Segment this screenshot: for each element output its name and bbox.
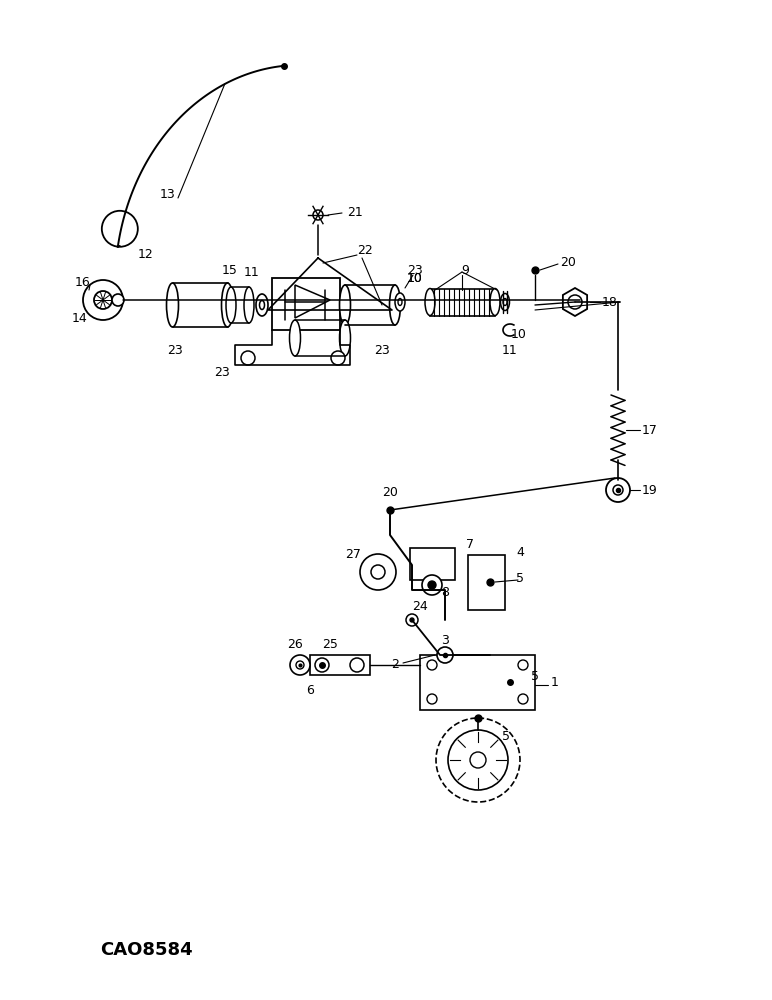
Text: 6: 6 bbox=[306, 684, 314, 696]
Ellipse shape bbox=[398, 298, 402, 306]
Text: CAO8584: CAO8584 bbox=[100, 941, 193, 959]
Text: 5: 5 bbox=[502, 730, 510, 742]
Circle shape bbox=[315, 658, 329, 672]
Circle shape bbox=[290, 655, 310, 675]
Circle shape bbox=[470, 752, 486, 768]
Circle shape bbox=[518, 694, 528, 704]
Circle shape bbox=[568, 295, 582, 309]
Ellipse shape bbox=[244, 287, 254, 323]
Text: 11: 11 bbox=[244, 266, 260, 279]
Text: 12: 12 bbox=[138, 248, 154, 261]
Ellipse shape bbox=[395, 293, 405, 311]
Ellipse shape bbox=[226, 287, 236, 323]
Text: 20: 20 bbox=[560, 255, 576, 268]
Text: 23: 23 bbox=[214, 365, 230, 378]
Text: 17: 17 bbox=[642, 424, 658, 436]
Ellipse shape bbox=[500, 294, 510, 310]
Text: 7: 7 bbox=[466, 538, 474, 552]
Text: 20: 20 bbox=[382, 487, 398, 499]
Ellipse shape bbox=[340, 285, 350, 325]
Text: 10: 10 bbox=[511, 328, 527, 342]
Circle shape bbox=[371, 565, 385, 579]
Ellipse shape bbox=[222, 283, 233, 327]
Text: 27: 27 bbox=[345, 548, 361, 560]
Text: 13: 13 bbox=[160, 188, 176, 202]
Circle shape bbox=[518, 660, 528, 670]
Text: 11: 11 bbox=[502, 344, 518, 357]
Circle shape bbox=[360, 554, 396, 590]
Circle shape bbox=[422, 575, 442, 595]
Circle shape bbox=[436, 718, 520, 802]
Circle shape bbox=[296, 661, 304, 669]
Circle shape bbox=[428, 581, 436, 589]
Text: 19: 19 bbox=[642, 484, 658, 496]
Circle shape bbox=[83, 280, 123, 320]
Circle shape bbox=[410, 618, 414, 622]
Text: 24: 24 bbox=[412, 600, 428, 613]
Text: 5: 5 bbox=[516, 572, 524, 584]
Text: 23: 23 bbox=[374, 344, 390, 357]
Polygon shape bbox=[468, 555, 505, 610]
Circle shape bbox=[427, 694, 437, 704]
Ellipse shape bbox=[259, 300, 265, 310]
Text: 8: 8 bbox=[441, 586, 449, 599]
Text: 3: 3 bbox=[441, 634, 449, 647]
Text: 25: 25 bbox=[322, 639, 338, 652]
Text: 10: 10 bbox=[407, 271, 423, 284]
Text: 2: 2 bbox=[391, 658, 399, 672]
Circle shape bbox=[427, 660, 437, 670]
Text: 21: 21 bbox=[347, 207, 363, 220]
Text: 4: 4 bbox=[516, 546, 524, 558]
Text: 1: 1 bbox=[551, 676, 559, 688]
Ellipse shape bbox=[256, 294, 268, 316]
Polygon shape bbox=[420, 655, 535, 710]
Ellipse shape bbox=[290, 320, 300, 356]
Text: 23: 23 bbox=[167, 344, 183, 357]
Bar bbox=[310, 655, 370, 675]
Circle shape bbox=[102, 211, 138, 247]
Text: 14: 14 bbox=[72, 312, 88, 324]
Text: 16: 16 bbox=[75, 276, 91, 290]
Circle shape bbox=[606, 478, 630, 502]
Text: 15: 15 bbox=[222, 263, 238, 276]
Bar bbox=[272, 278, 340, 330]
Text: 9: 9 bbox=[461, 263, 469, 276]
Circle shape bbox=[241, 351, 255, 365]
Circle shape bbox=[350, 658, 364, 672]
Ellipse shape bbox=[390, 285, 401, 325]
Ellipse shape bbox=[503, 298, 507, 306]
Text: 26: 26 bbox=[287, 639, 303, 652]
Text: 10: 10 bbox=[407, 271, 423, 284]
Circle shape bbox=[406, 614, 418, 626]
Ellipse shape bbox=[490, 288, 500, 316]
Text: 18: 18 bbox=[602, 296, 618, 308]
Circle shape bbox=[112, 294, 124, 306]
Bar bbox=[430, 289, 495, 316]
Circle shape bbox=[313, 210, 323, 220]
Circle shape bbox=[437, 647, 453, 663]
Polygon shape bbox=[563, 288, 587, 316]
Circle shape bbox=[94, 291, 112, 309]
Text: 23: 23 bbox=[407, 263, 423, 276]
Text: 22: 22 bbox=[357, 243, 373, 256]
Circle shape bbox=[331, 351, 345, 365]
Ellipse shape bbox=[425, 288, 435, 316]
Text: 5: 5 bbox=[531, 670, 539, 684]
Circle shape bbox=[448, 730, 508, 790]
Polygon shape bbox=[410, 548, 455, 580]
Ellipse shape bbox=[340, 320, 350, 356]
Circle shape bbox=[613, 485, 623, 495]
Polygon shape bbox=[295, 285, 330, 318]
Ellipse shape bbox=[167, 283, 178, 327]
